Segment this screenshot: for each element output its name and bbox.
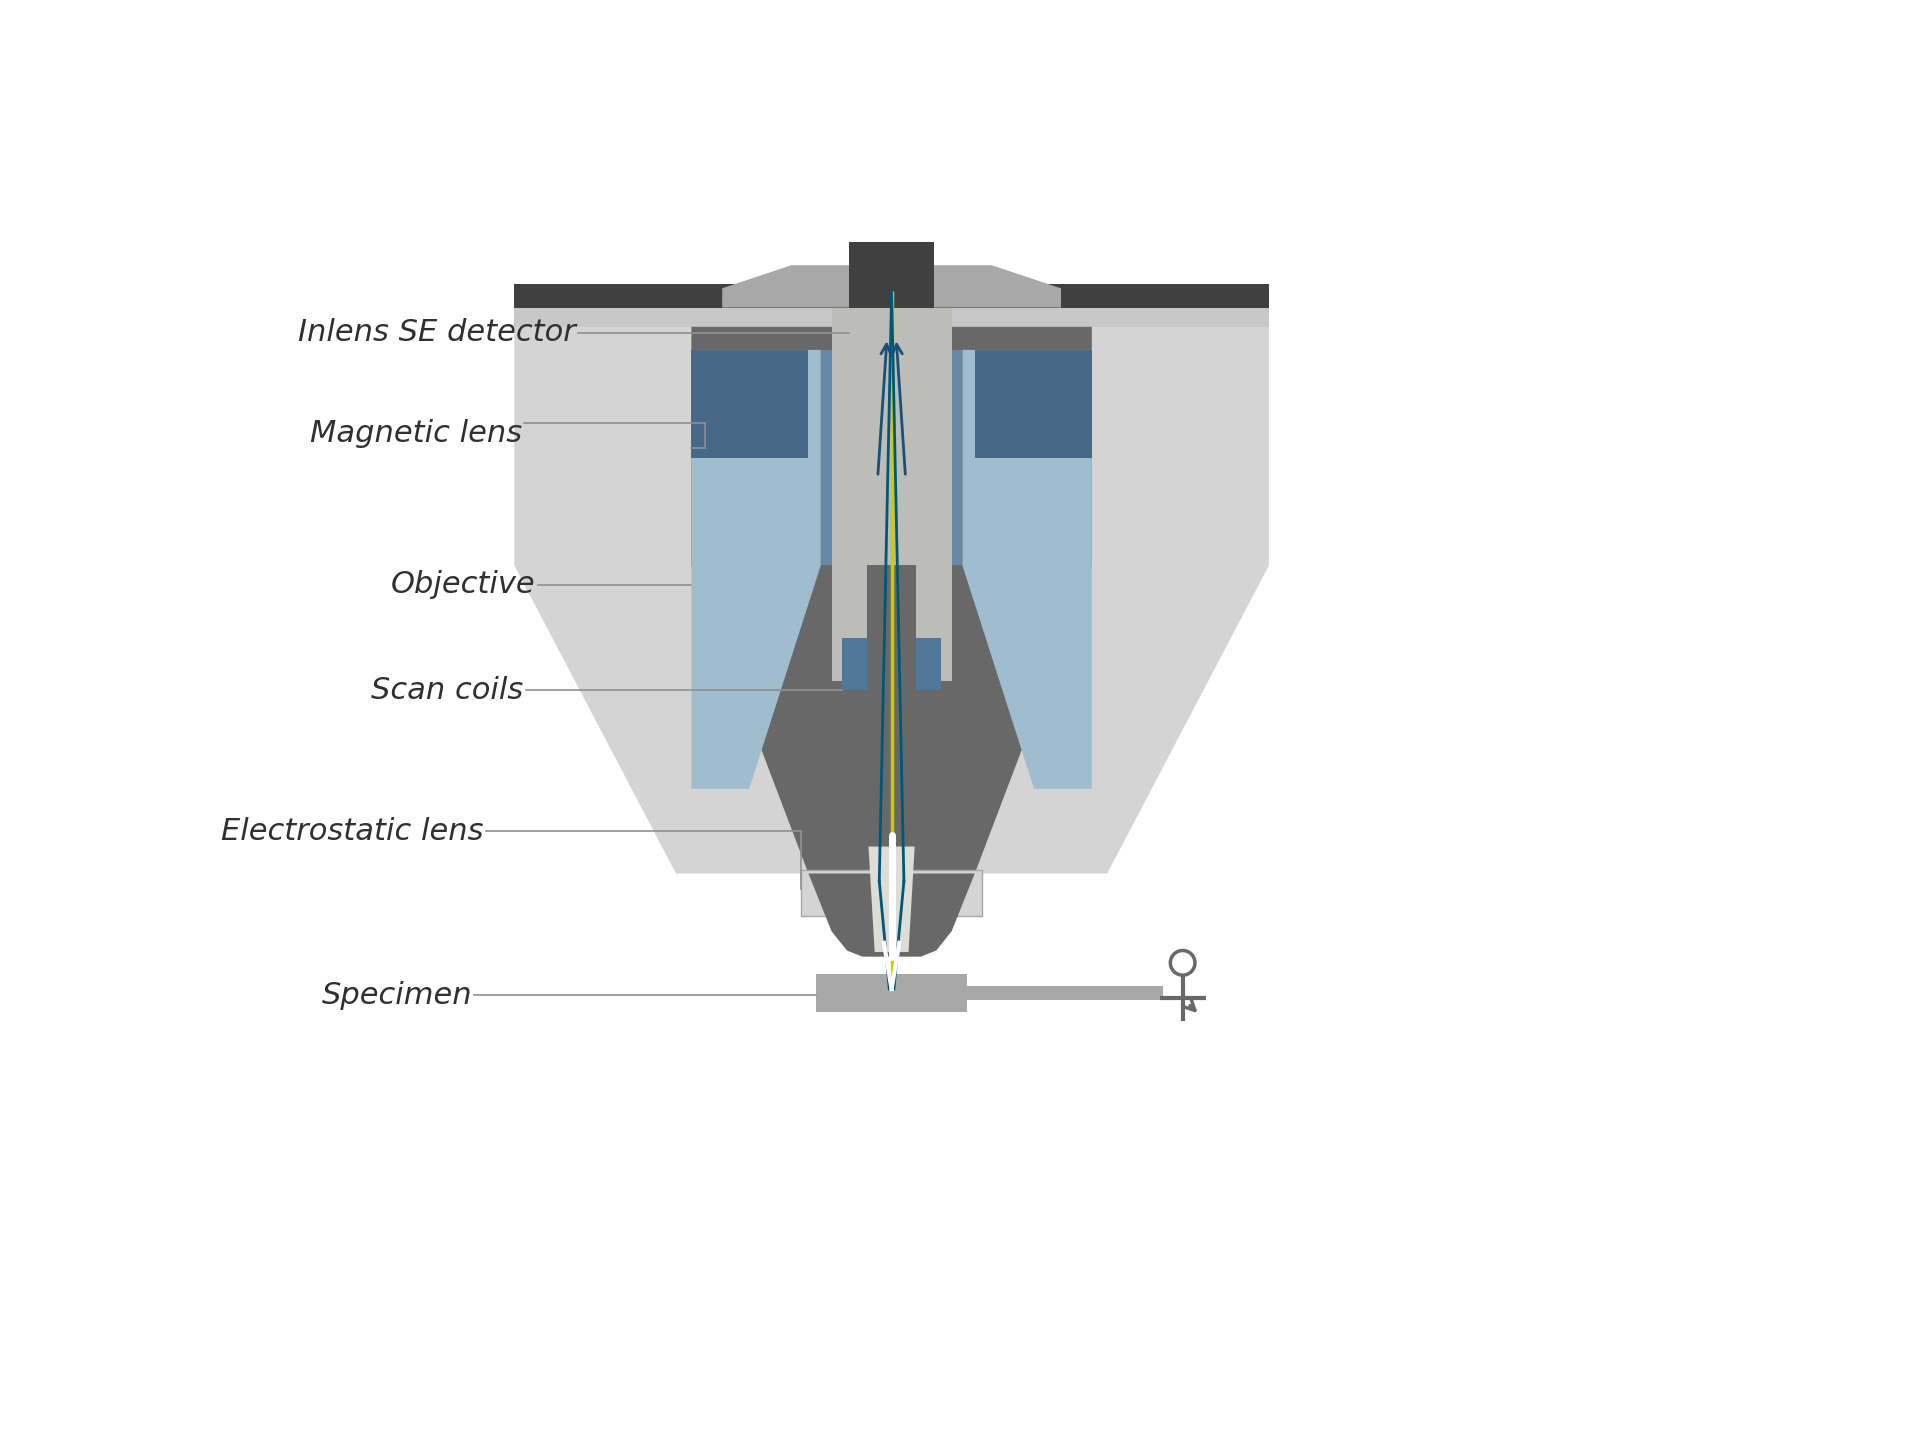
Text: Objective: Objective bbox=[392, 570, 536, 599]
FancyBboxPatch shape bbox=[968, 986, 1164, 999]
Polygon shape bbox=[691, 327, 1092, 874]
Polygon shape bbox=[691, 350, 820, 789]
FancyBboxPatch shape bbox=[801, 870, 983, 916]
Polygon shape bbox=[962, 350, 1092, 789]
Polygon shape bbox=[808, 874, 975, 956]
Text: Magnetic lens: Magnetic lens bbox=[309, 419, 522, 448]
Polygon shape bbox=[691, 350, 808, 458]
Text: Specimen: Specimen bbox=[321, 981, 472, 1009]
Polygon shape bbox=[831, 681, 952, 789]
Text: Scan coils: Scan coils bbox=[371, 675, 524, 704]
Polygon shape bbox=[722, 265, 1062, 308]
Polygon shape bbox=[515, 327, 1269, 874]
Polygon shape bbox=[975, 350, 1092, 458]
Polygon shape bbox=[952, 350, 962, 566]
Polygon shape bbox=[868, 847, 914, 952]
Text: Inlens SE detector: Inlens SE detector bbox=[298, 318, 576, 347]
FancyBboxPatch shape bbox=[515, 285, 1269, 308]
FancyBboxPatch shape bbox=[849, 242, 933, 308]
Polygon shape bbox=[831, 308, 952, 681]
FancyBboxPatch shape bbox=[843, 638, 868, 690]
Polygon shape bbox=[820, 350, 831, 566]
FancyBboxPatch shape bbox=[515, 285, 1269, 327]
Text: Electrostatic lens: Electrostatic lens bbox=[221, 816, 484, 845]
FancyBboxPatch shape bbox=[916, 638, 941, 690]
FancyBboxPatch shape bbox=[816, 973, 968, 1012]
